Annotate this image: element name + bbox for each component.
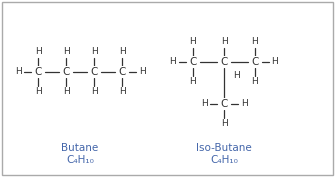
Text: H: H bbox=[272, 58, 278, 67]
Text: H: H bbox=[221, 38, 227, 47]
Text: H: H bbox=[221, 119, 227, 129]
Text: C: C bbox=[220, 99, 228, 109]
Text: H: H bbox=[252, 38, 258, 47]
Text: H: H bbox=[35, 47, 42, 56]
Text: H: H bbox=[241, 99, 247, 109]
Text: H: H bbox=[201, 99, 207, 109]
Text: H: H bbox=[139, 67, 145, 76]
Text: C: C bbox=[220, 57, 228, 67]
Text: C₄H₁₀: C₄H₁₀ bbox=[66, 155, 94, 165]
Text: H: H bbox=[119, 47, 125, 56]
Text: H: H bbox=[190, 38, 196, 47]
Text: H: H bbox=[91, 47, 97, 56]
Text: H: H bbox=[252, 78, 258, 87]
Text: Butane: Butane bbox=[61, 143, 98, 153]
Text: H: H bbox=[63, 47, 69, 56]
Text: H: H bbox=[170, 58, 176, 67]
Text: H: H bbox=[190, 78, 196, 87]
Text: H: H bbox=[15, 67, 21, 76]
Text: C: C bbox=[251, 57, 259, 67]
Text: C: C bbox=[118, 67, 126, 77]
Text: H: H bbox=[63, 87, 69, 96]
Text: Iso-Butane: Iso-Butane bbox=[196, 143, 252, 153]
Text: H: H bbox=[91, 87, 97, 96]
Text: C₄H₁₀: C₄H₁₀ bbox=[210, 155, 238, 165]
Text: C: C bbox=[34, 67, 42, 77]
Text: C: C bbox=[90, 67, 98, 77]
Text: H: H bbox=[35, 87, 42, 96]
Text: H: H bbox=[119, 87, 125, 96]
FancyBboxPatch shape bbox=[2, 2, 333, 175]
Text: C: C bbox=[189, 57, 197, 67]
Text: C: C bbox=[62, 67, 70, 77]
Text: H: H bbox=[232, 72, 240, 81]
